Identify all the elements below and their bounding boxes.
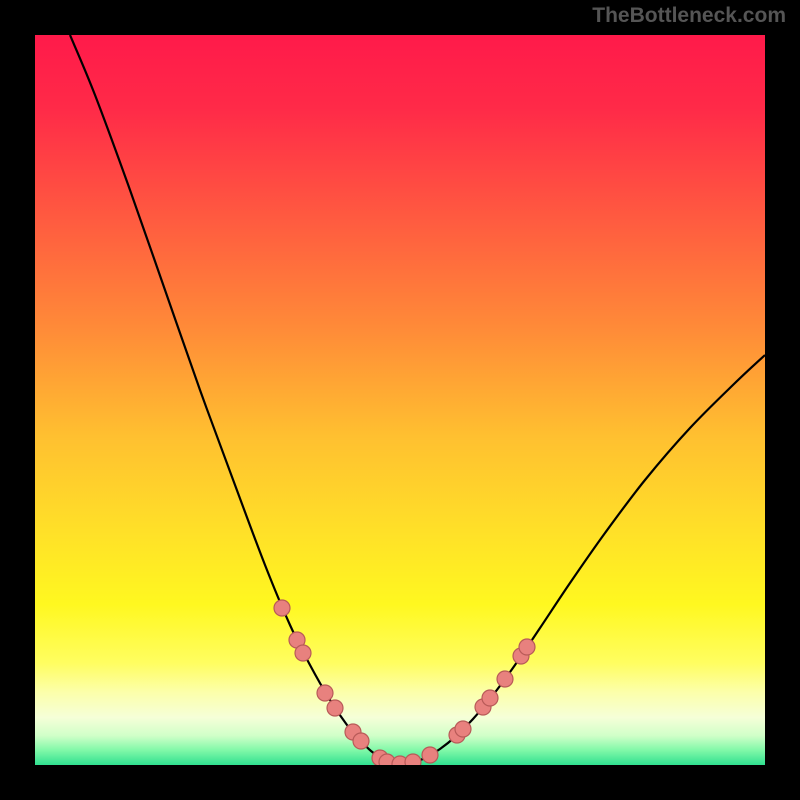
- data-marker: [405, 754, 421, 765]
- data-marker: [497, 671, 513, 687]
- curve-left: [70, 35, 397, 764]
- data-marker: [519, 639, 535, 655]
- data-marker: [295, 645, 311, 661]
- data-marker: [317, 685, 333, 701]
- watermark-text: TheBottleneck.com: [592, 4, 786, 28]
- data-markers: [274, 600, 535, 765]
- curve-right: [397, 355, 765, 764]
- data-marker: [422, 747, 438, 763]
- data-marker: [482, 690, 498, 706]
- data-marker: [353, 733, 369, 749]
- chart-svg: [35, 35, 765, 765]
- data-marker: [327, 700, 343, 716]
- data-marker: [455, 721, 471, 737]
- plot-area: [35, 35, 765, 765]
- data-marker: [274, 600, 290, 616]
